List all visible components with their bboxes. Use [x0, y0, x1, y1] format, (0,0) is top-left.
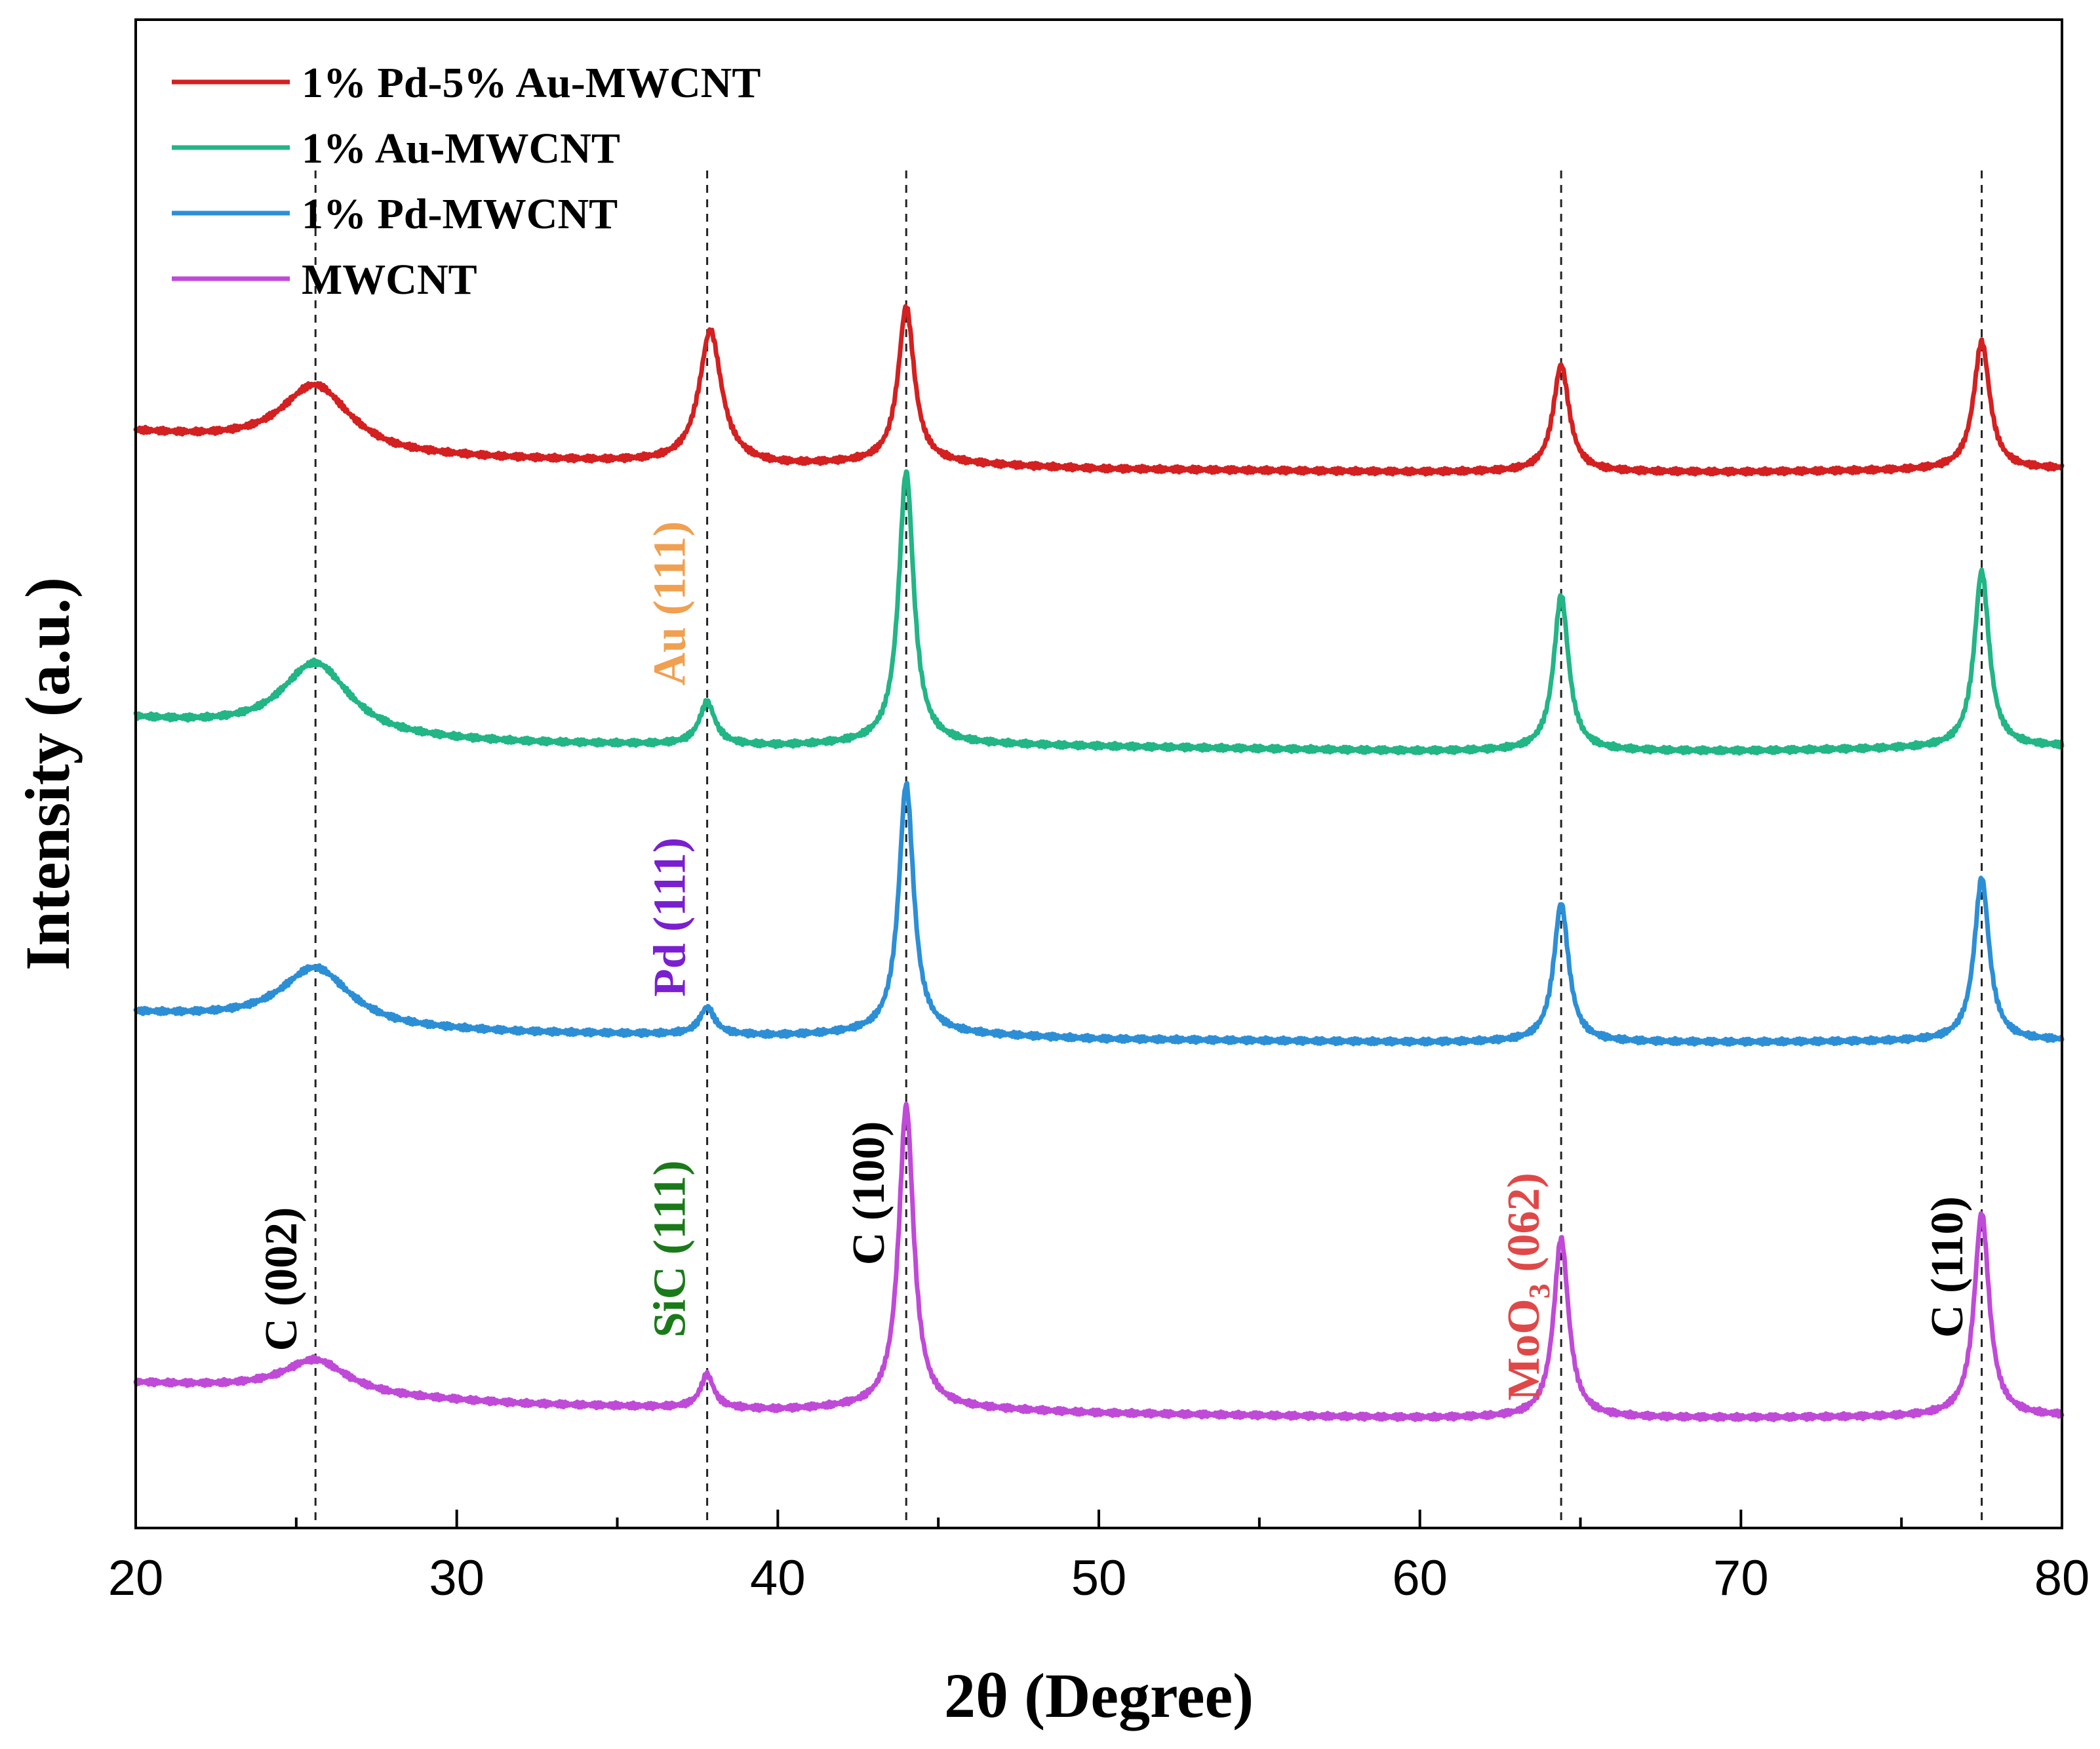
legend-label-2: 1% Pd-MWCNT: [302, 190, 618, 238]
annotation-5: Pd (111): [644, 837, 695, 997]
legend-label-0: 1% Pd-5% Au-MWCNT: [302, 59, 761, 107]
series-line-1: [133, 469, 2065, 756]
x-tick-label: 20: [108, 1550, 164, 1606]
legend: 1% Pd-5% Au-MWCNT 1% Au-MWCNT 1% Pd-MWCNT M…: [172, 59, 761, 304]
reference-lines: [314, 171, 1983, 1528]
legend-label-1: 1% Au-MWCNT: [302, 125, 620, 172]
series-layer: [133, 304, 2065, 1422]
x-tick-label: 30: [429, 1550, 485, 1606]
series-line-2: [133, 780, 2065, 1047]
plot-frame: [134, 18, 2063, 1529]
x-tick-label: 80: [2034, 1550, 2090, 1606]
peak-annotations: C (002) SiC (111) C (100) MoO3 (062) C (110)…: [256, 521, 1973, 1401]
series-line-3: [133, 1102, 2065, 1422]
annotation-6: Au (111): [644, 521, 695, 686]
annotation-4: C (110): [1922, 1196, 1973, 1338]
annotation-2: C (100): [844, 1121, 894, 1266]
annotation-3: MoO3 (062): [1499, 1173, 1556, 1401]
annotation-0: C (002): [256, 1207, 307, 1352]
legend-label-3: MWCNT: [302, 256, 477, 304]
x-tick-label: 40: [750, 1550, 806, 1606]
series-line-0: [133, 304, 2065, 477]
x-tick-label: 60: [1392, 1550, 1448, 1606]
x-axis-ticks: 20 30 40 50 60 70 80: [108, 1510, 2090, 1606]
x-axis-title: 2θ (Degree): [944, 1660, 1254, 1731]
annotation-1: SiC (111): [644, 1160, 695, 1337]
x-tick-label: 70: [1713, 1550, 1769, 1606]
x-tick-label: 50: [1071, 1550, 1127, 1606]
y-axis-title: Intensity (a.u.): [12, 577, 83, 971]
